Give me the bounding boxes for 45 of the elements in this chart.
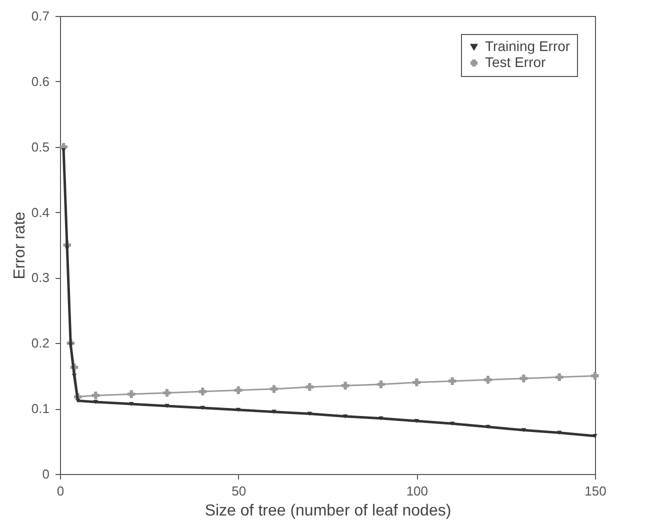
point bbox=[92, 392, 100, 400]
point bbox=[200, 406, 206, 410]
x-axis-title: Size of tree (number of leaf nodes) bbox=[204, 502, 452, 520]
point bbox=[591, 372, 599, 380]
y-tick-label: 0.6 bbox=[31, 74, 50, 89]
point bbox=[341, 382, 350, 390]
y-axis-title: Error rate bbox=[11, 212, 28, 280]
point bbox=[128, 402, 134, 406]
x-tick-label: 150 bbox=[584, 484, 606, 498]
point bbox=[127, 390, 136, 398]
x-tick-label: 100 bbox=[406, 484, 428, 498]
point bbox=[75, 398, 80, 403]
y-tick-label: 0.3 bbox=[31, 270, 50, 286]
y-tick-label: 0.4 bbox=[31, 204, 50, 220]
point bbox=[521, 428, 526, 432]
point bbox=[306, 383, 314, 391]
x-tick-label: 0 bbox=[56, 484, 64, 498]
point bbox=[236, 408, 241, 412]
x-tick-label: 50 bbox=[232, 484, 246, 498]
point bbox=[377, 380, 385, 388]
point bbox=[414, 418, 420, 424]
point bbox=[450, 422, 455, 426]
y-tick-label: 0.2 bbox=[31, 336, 50, 351]
point bbox=[234, 386, 242, 394]
y-tick-label: 0 bbox=[42, 466, 50, 482]
y-tick-label: 0.5 bbox=[31, 139, 50, 154]
point bbox=[163, 388, 171, 397]
point bbox=[520, 374, 528, 382]
point bbox=[592, 434, 598, 438]
y-tick-label: 0.1 bbox=[31, 401, 50, 416]
point bbox=[93, 400, 98, 404]
legend-label: Training Error bbox=[485, 38, 570, 54]
point bbox=[486, 424, 490, 429]
point bbox=[448, 377, 456, 385]
point bbox=[342, 414, 348, 418]
point bbox=[270, 385, 278, 393]
point bbox=[555, 373, 564, 382]
point bbox=[198, 388, 207, 396]
point bbox=[164, 404, 170, 408]
point bbox=[556, 430, 562, 435]
legend-label: Test Error bbox=[485, 54, 546, 70]
y-tick-label: 0.7 bbox=[31, 8, 50, 24]
point bbox=[484, 376, 492, 384]
point bbox=[378, 416, 384, 420]
point bbox=[412, 378, 421, 386]
